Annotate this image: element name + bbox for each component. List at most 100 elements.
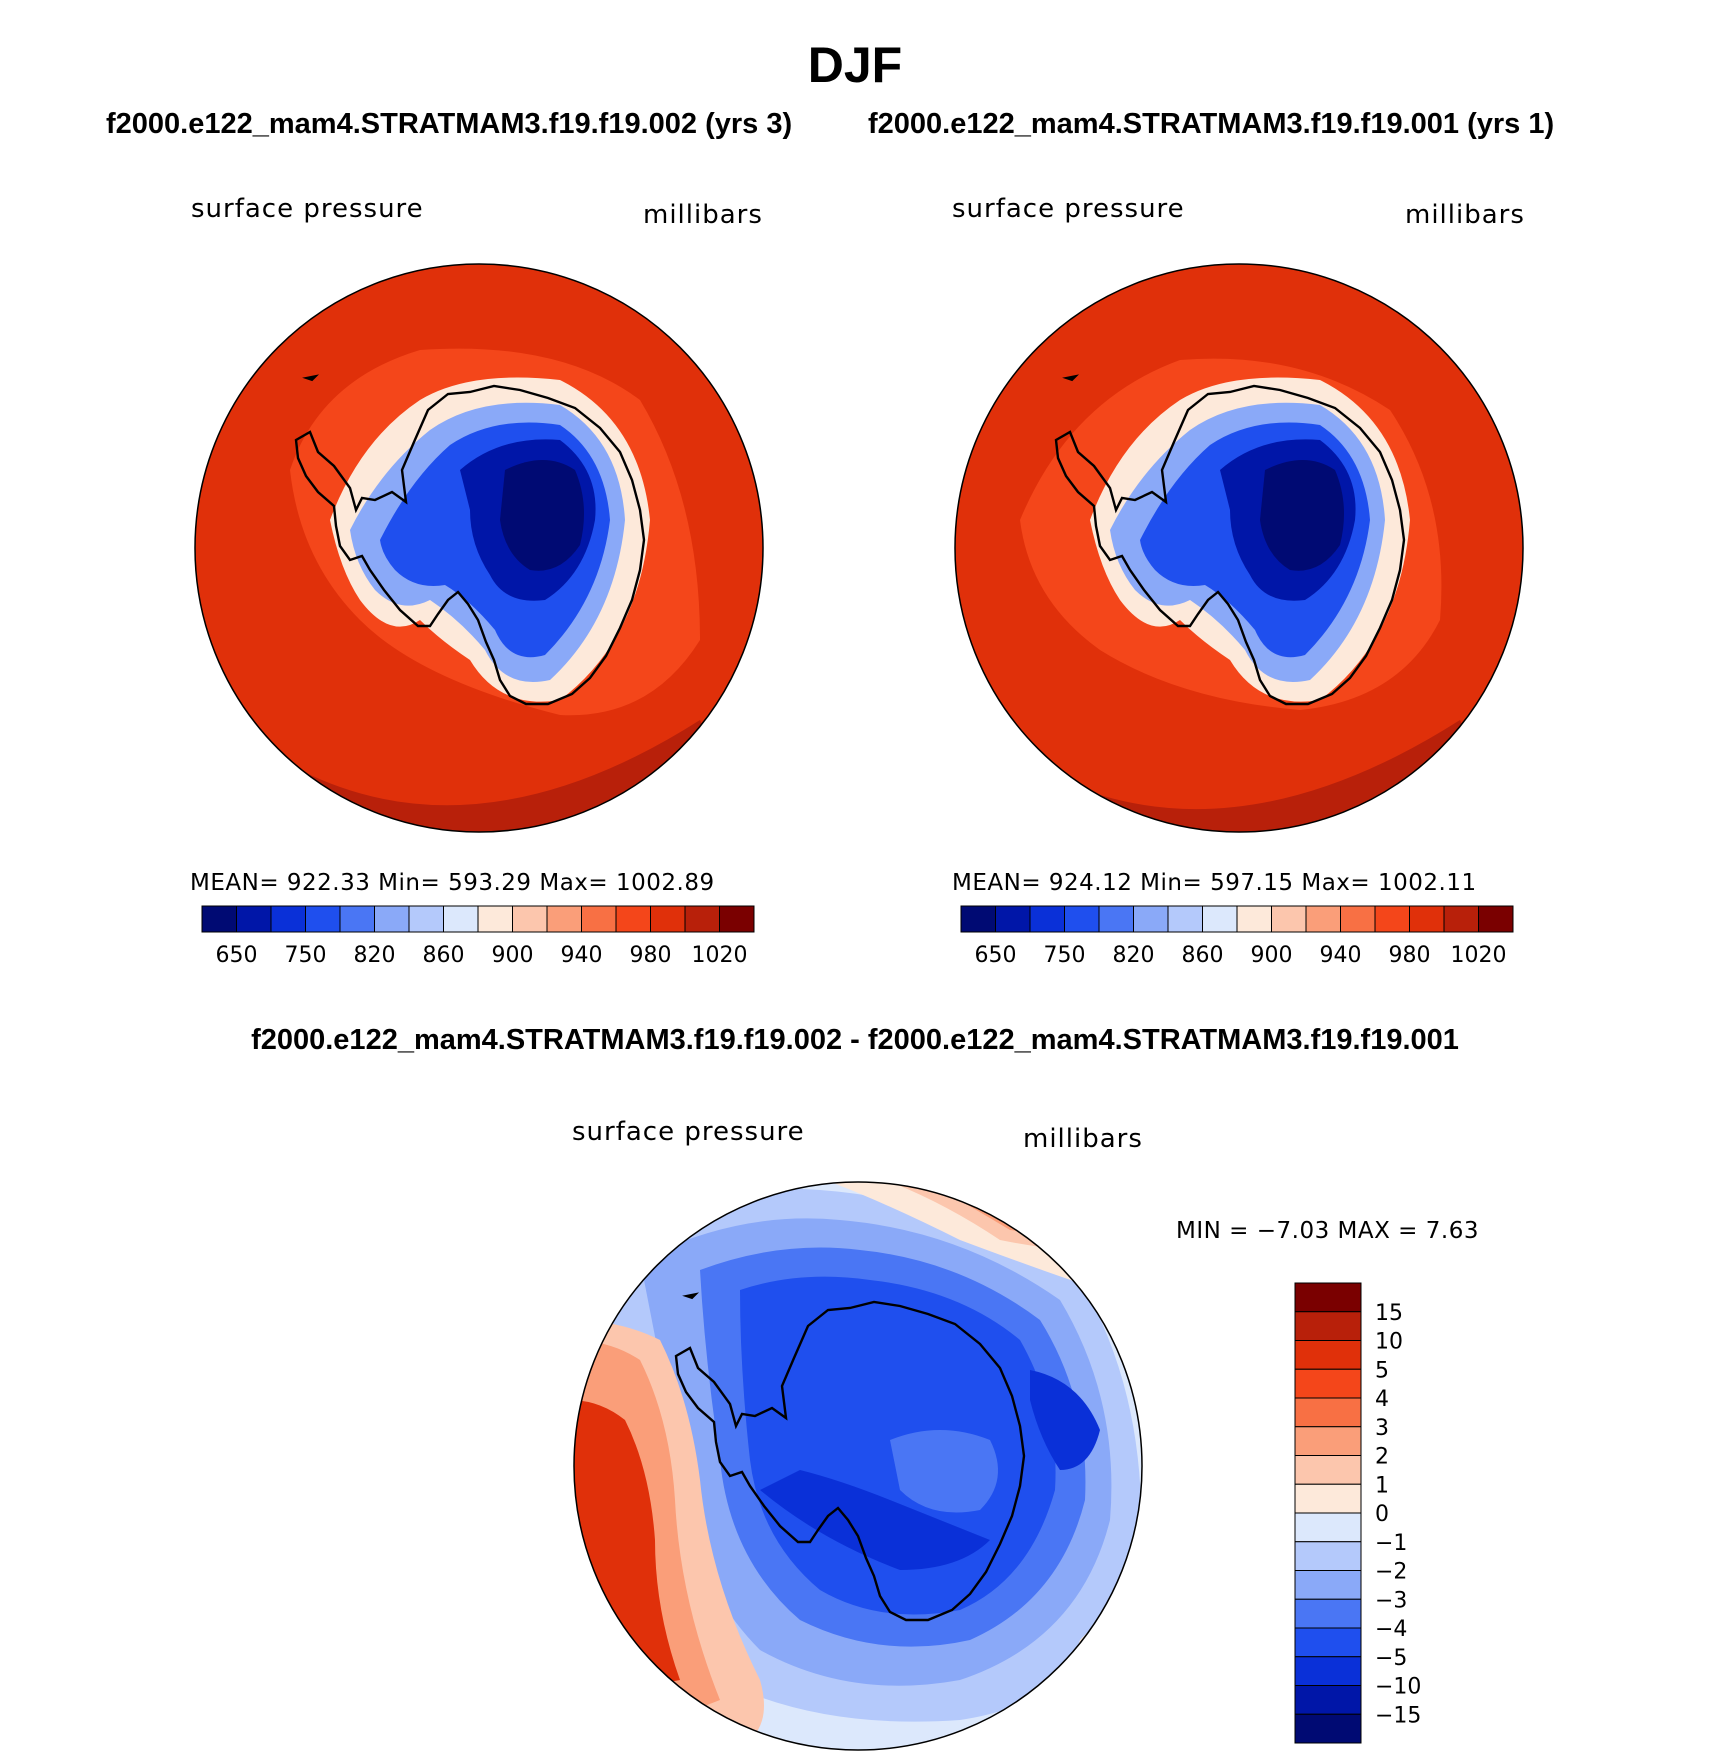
panel1-colorbar-swatch-0	[201, 905, 237, 933]
panel3-colorbar-swatch-9	[1294, 1541, 1362, 1571]
panel1-colorbar-swatch-5	[374, 905, 410, 933]
panel2-colorbar-swatch-2	[1029, 905, 1065, 933]
panel2-colorbar-tick-label: 820	[1113, 943, 1155, 968]
panel1-units-label: millibars	[643, 200, 763, 230]
panel3-variable-label: surface pressure	[572, 1117, 805, 1147]
map2-border	[954, 263, 1524, 833]
panel2-colorbar-swatch-6	[1167, 905, 1203, 933]
panel2-colorbar-swatch-5	[1133, 905, 1169, 933]
panel1-stats: MEAN= 922.33 Min= 593.29 Max= 1002.89	[190, 870, 715, 896]
case1-title: f2000.e122_mam4.STRATMAM3.f19.f19.002 (y…	[106, 108, 793, 140]
panel1-colorbar-swatch-1	[236, 905, 272, 933]
panel1-colorbar-tick-label: 900	[492, 943, 534, 968]
panel2-colorbar-swatch-8	[1236, 905, 1272, 933]
panel1-colorbar-swatch-11	[581, 905, 617, 933]
panel1-colorbar-tick-label: 940	[561, 943, 603, 968]
panel3-colorbar-swatch-6	[1294, 1455, 1362, 1485]
panel3-colorbar-tick-label: 1	[1375, 1473, 1389, 1498]
panel3-colorbar-swatch-15	[1294, 1713, 1362, 1744]
panel3-colorbar-tick-label: 3	[1375, 1416, 1389, 1441]
panel3-colorbar-tick-label: −10	[1375, 1675, 1421, 1700]
panel1-colorbar-swatch-7	[443, 905, 479, 933]
panel3-colorbar-swatch-8	[1294, 1512, 1362, 1543]
panel1-colorbar-swatch-15	[719, 905, 755, 933]
panel2-colorbar-swatch-3	[1064, 905, 1100, 933]
panel2-colorbar-swatch-7	[1202, 905, 1238, 933]
panel1-colorbar-swatch-14	[684, 905, 720, 933]
panel3-units-label: millibars	[1023, 1124, 1143, 1154]
panel1-variable-label: surface pressure	[191, 194, 424, 224]
panel3-colorbar-swatch-11	[1294, 1598, 1362, 1629]
panel3-colorbar-swatch-13	[1294, 1656, 1362, 1686]
map1-island	[302, 374, 320, 382]
case2-title: f2000.e122_mam4.STRATMAM3.f19.f19.001 (y…	[868, 108, 1555, 140]
panel2-colorbar-swatch-12	[1374, 905, 1410, 933]
panel2-colorbar-tick-label: 1020	[1451, 943, 1507, 968]
panel3-colorbar-tick-label: −3	[1375, 1588, 1407, 1613]
panel3-colorbar-swatch-0	[1294, 1282, 1362, 1313]
panel1-colorbar-swatch-4	[339, 905, 375, 933]
panel2-colorbar-swatch-11	[1340, 905, 1376, 933]
panel1-colorbar-swatch-8	[477, 905, 513, 933]
map2-coastline	[1054, 384, 1406, 706]
map3-band-minus10-b	[1030, 1370, 1100, 1470]
panel1-colorbar-tick-label: 980	[630, 943, 672, 968]
panel1-colorbar-swatch-3	[305, 905, 341, 933]
panel3-colorbar-tick-label: 5	[1375, 1358, 1389, 1383]
panel1-colorbar-swatch-12	[615, 905, 651, 933]
panel3-colorbar-swatch-1	[1294, 1311, 1362, 1341]
panel1-colorbar-tick-label: 860	[423, 943, 465, 968]
panel2-colorbar-swatch-4	[1098, 905, 1134, 933]
panel3-minmax: MIN = −7.03 MAX = 7.63	[1176, 1218, 1479, 1244]
panel3-colorbar-tick-label: 4	[1375, 1387, 1389, 1412]
panel2-stats: MEAN= 924.12 Min= 597.15 Max= 1002.11	[952, 870, 1477, 896]
panel3-colorbar-tick-label: 0	[1375, 1502, 1389, 1527]
panel2-colorbar-swatch-1	[995, 905, 1031, 933]
panel2-colorbar-swatch-14	[1443, 905, 1479, 933]
panel3-colorbar-swatch-2	[1294, 1340, 1362, 1370]
panel2-colorbar-tick-label: 860	[1182, 943, 1224, 968]
panel2-colorbar-tick-label: 980	[1389, 943, 1431, 968]
panel3-colorbar-swatch-5	[1294, 1426, 1362, 1456]
map1-border	[194, 263, 764, 833]
panel3-colorbar-tick-label: −5	[1375, 1646, 1407, 1671]
panel3-colorbar-tick-label: 15	[1375, 1301, 1403, 1326]
panel3-colorbar-swatch-10	[1294, 1570, 1362, 1600]
panel3-colorbar-swatch-7	[1294, 1483, 1362, 1514]
panel3-colorbar-swatch-4	[1294, 1397, 1362, 1428]
panel1-colorbar-swatch-10	[546, 905, 582, 933]
panel3-colorbar-tick-label: −1	[1375, 1531, 1407, 1556]
panel1-colorbar-tick-label: 650	[216, 943, 258, 968]
panel3-colorbar-swatch-3	[1294, 1368, 1362, 1399]
panel2-colorbar-swatch-10	[1305, 905, 1341, 933]
panel2-variable-label: surface pressure	[952, 194, 1185, 224]
panel2-colorbar: 650 750 820 860 900 940 980 1020	[960, 905, 1514, 968]
panel1-colorbar-swatch-2	[270, 905, 306, 933]
panel1-colorbar-swatch-6	[408, 905, 444, 933]
panel1-colorbar-tick-label: 1020	[692, 943, 748, 968]
panel3-colorbar-tick-label: 10	[1375, 1330, 1403, 1355]
panel2-colorbar-tick-label: 650	[975, 943, 1017, 968]
panel1-colorbar-swatch-13	[650, 905, 686, 933]
map3-island	[682, 1292, 700, 1300]
map1-band-650	[500, 460, 584, 571]
diff-title: f2000.e122_mam4.STRATMAM3.f19.f19.002 - …	[251, 1024, 1459, 1056]
map3-band-minus10-a	[760, 1470, 990, 1570]
panel3-colorbar-tick-label: −4	[1375, 1617, 1407, 1642]
panel3-colorbar-swatch-14	[1294, 1685, 1362, 1715]
panel3-colorbar-tick-label: 2	[1375, 1445, 1389, 1470]
map3-band-minus3-center	[890, 1430, 998, 1513]
panel1-colorbar: 650 750 820 860 900 940 980 1020	[201, 905, 755, 968]
panel2-units-label: millibars	[1405, 200, 1525, 230]
map2-island	[1062, 374, 1080, 382]
panel1-colorbar-tick-label: 750	[285, 943, 327, 968]
panel2-colorbar-tick-label: 900	[1251, 943, 1293, 968]
panel3-colorbar-tick-label: −2	[1375, 1560, 1407, 1585]
panel2-colorbar-swatch-9	[1271, 905, 1307, 933]
panel2-colorbar-swatch-0	[960, 905, 996, 933]
panel2-colorbar-swatch-15	[1478, 905, 1514, 933]
panel3-colorbar-swatch-12	[1294, 1627, 1362, 1658]
